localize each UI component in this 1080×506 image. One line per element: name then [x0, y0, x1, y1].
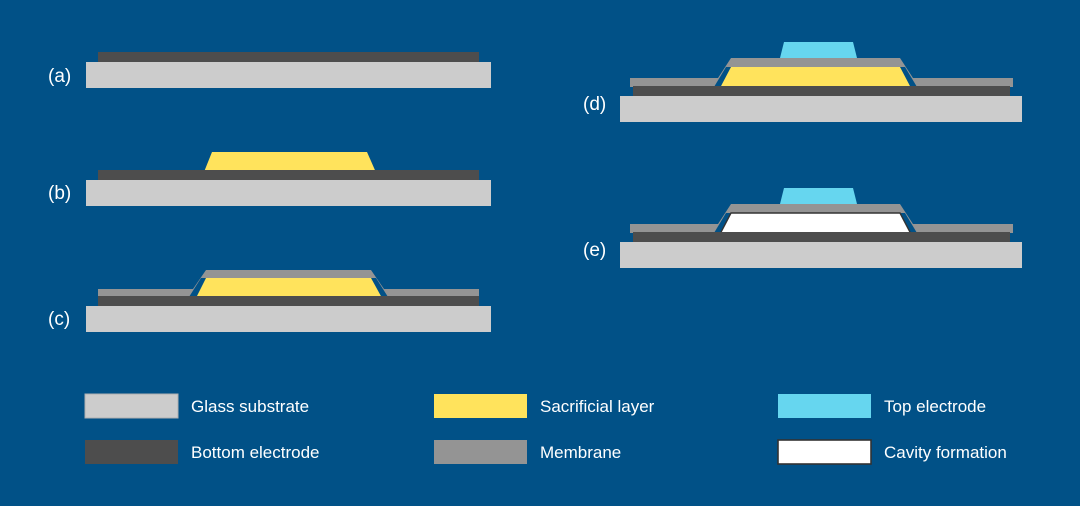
legend: Glass substrate Bottom electrode Sacrifi…: [84, 393, 1007, 465]
panel-e-label: (e): [583, 240, 606, 261]
panel-e-top-electrode: [780, 188, 857, 204]
legend-label-cavity-formation: Cavity formation: [884, 443, 1007, 462]
legend-item-cavity-formation: Cavity formation: [777, 439, 1007, 465]
panel-d-bottom-electrode: [633, 86, 1010, 97]
panel-c-membrane: [98, 270, 479, 297]
panel-c: (c): [48, 270, 491, 332]
panel-d: (d): [583, 42, 1022, 122]
panel-b-label: (b): [48, 183, 71, 204]
panel-d-top-electrode: [780, 42, 857, 58]
panel-c-glass-substrate: [86, 306, 491, 332]
panel-d-sacrificial-layer: [720, 67, 911, 88]
legend-swatch-membrane: [434, 440, 527, 464]
panel-d-glass-substrate: [620, 96, 1022, 122]
legend-item-sacrificial-layer: Sacrificial layer: [434, 394, 655, 418]
legend-swatch-glass-substrate: [84, 393, 179, 419]
legend-swatch-bottom-electrode: [85, 440, 178, 464]
legend-item-membrane: Membrane: [434, 440, 621, 464]
panel-b: (b): [48, 152, 491, 206]
panel-e: (e): [583, 188, 1022, 268]
legend-label-sacrificial-layer: Sacrificial layer: [540, 397, 655, 416]
panel-b-bottom-electrode: [98, 170, 479, 181]
panel-e-bottom-electrode: [633, 232, 1010, 243]
legend-label-glass-substrate: Glass substrate: [191, 397, 309, 416]
panel-c-label: (c): [48, 309, 70, 330]
panel-b-glass-substrate: [86, 180, 491, 206]
legend-label-top-electrode: Top electrode: [884, 397, 986, 416]
panel-a-label: (a): [48, 66, 71, 87]
legend-item-glass-substrate: Glass substrate: [84, 393, 309, 419]
legend-item-bottom-electrode: Bottom electrode: [85, 440, 320, 464]
legend-item-top-electrode: Top electrode: [778, 394, 986, 418]
legend-label-bottom-electrode: Bottom electrode: [191, 443, 320, 462]
panel-c-bottom-electrode: [98, 296, 479, 307]
panel-a-bottom-electrode: [98, 52, 479, 63]
panel-c-sacrificial-layer: [196, 278, 382, 298]
panel-a-glass-substrate: [86, 62, 491, 88]
panel-e-membrane: [630, 204, 1013, 233]
legend-swatch-cavity-formation: [777, 439, 872, 465]
panel-e-cavity: [718, 212, 913, 235]
panel-d-label: (d): [583, 94, 606, 115]
legend-label-membrane: Membrane: [540, 443, 621, 462]
legend-swatch-sacrificial-layer: [434, 394, 527, 418]
panel-d-membrane: [630, 58, 1013, 87]
legend-swatch-top-electrode: [778, 394, 871, 418]
panel-a: (a): [48, 52, 491, 88]
panel-e-glass-substrate: [620, 242, 1022, 268]
